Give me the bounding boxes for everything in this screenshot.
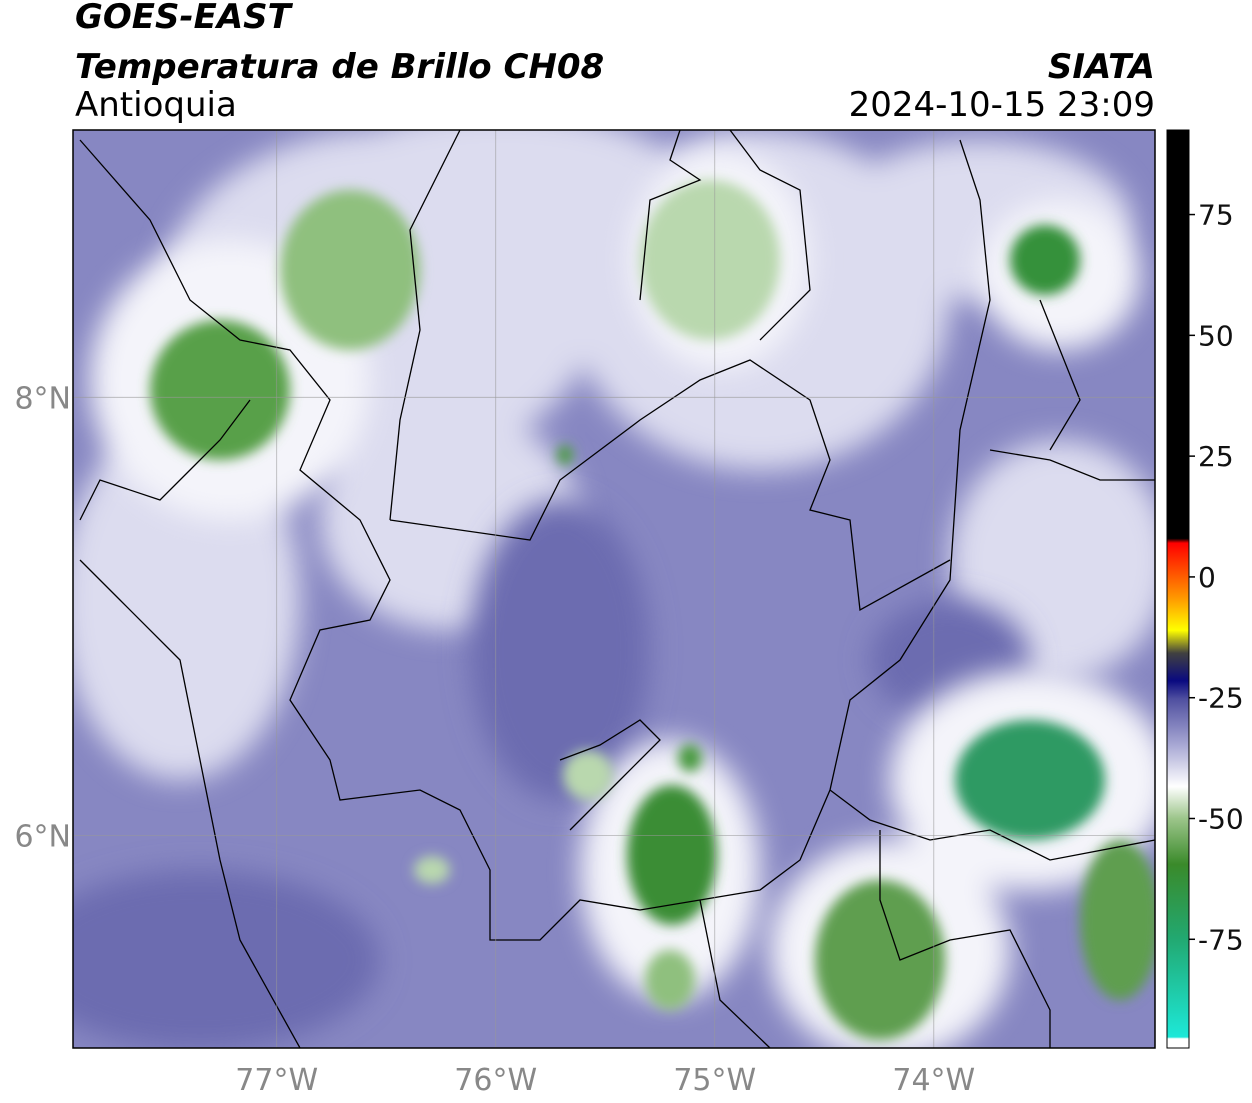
map-frame (72, 129, 1156, 1049)
datetime: 2024-10-15 23:09 (849, 85, 1155, 125)
grid (73, 130, 1155, 1048)
source: SIATA (1048, 47, 1155, 87)
x-tick-label: 75°W (673, 1063, 756, 1098)
colorbar-tick-label: -75 (1198, 923, 1244, 956)
x-tick-label: 77°W (235, 1063, 318, 1098)
colorbar (1166, 129, 1190, 1049)
colorbar-tick-label: 25 (1198, 440, 1234, 473)
x-tick-label: 74°W (892, 1063, 975, 1098)
colorbar-tick-label: -50 (1198, 803, 1244, 836)
colorbar-tick-label: 0 (1198, 561, 1216, 594)
colorbar-tick-label: -25 (1198, 682, 1244, 715)
x-tick-label: 76°W (454, 1063, 537, 1098)
colorbar-tick-label: 50 (1198, 319, 1234, 352)
product: Temperatura de Brillo CH08 (75, 47, 604, 87)
y-tick-label: 8°N (14, 381, 71, 416)
borders (79, 130, 1155, 1048)
satellite: GOES-EAST (75, 0, 294, 37)
satellite-image (73, 130, 1155, 1048)
y-tick-label: 6°N (14, 819, 71, 854)
region: Antioquia (75, 85, 237, 125)
colorbar-tick-label: 75 (1198, 199, 1234, 232)
